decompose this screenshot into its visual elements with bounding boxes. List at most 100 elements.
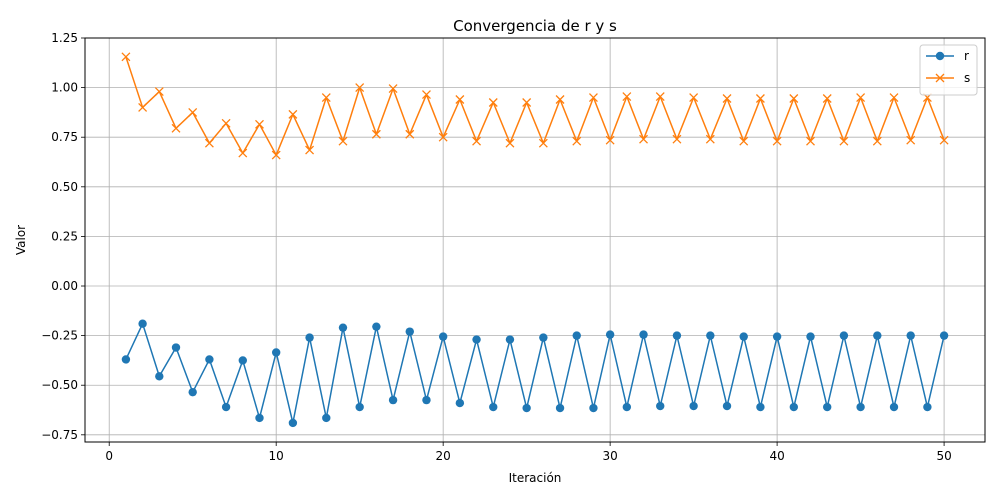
y-tick-label: −0.50 [41, 378, 78, 392]
x-tick-label: 20 [436, 449, 451, 463]
data-point-r [405, 327, 414, 336]
data-point-s [355, 83, 365, 93]
data-point-s [772, 136, 782, 146]
grid [85, 37, 985, 442]
data-point-s [221, 118, 231, 128]
data-point-s [204, 138, 214, 148]
data-point-r [438, 332, 448, 341]
data-point-s [639, 134, 648, 144]
x-tick-label: 30 [602, 449, 617, 463]
legend-marker-s [935, 73, 945, 83]
plot-series [121, 52, 949, 428]
data-point-s [856, 93, 866, 102]
y-tick-label: 0.50 [51, 180, 78, 194]
x-tick-label: 40 [769, 449, 784, 463]
data-point-r [605, 330, 615, 339]
data-point-r [288, 418, 298, 428]
data-point-s [371, 129, 381, 139]
data-point-s [438, 132, 448, 142]
data-point-s [605, 135, 615, 145]
data-point-s [271, 150, 281, 160]
x-axis-title: Iteración [509, 471, 562, 485]
data-point-r [271, 348, 281, 357]
data-point-s [522, 98, 532, 107]
data-point-s [154, 87, 164, 97]
data-point-r [672, 331, 682, 340]
data-point-s [705, 134, 715, 144]
data-point-s [338, 136, 348, 146]
data-point-s [188, 107, 198, 117]
data-point-r [572, 331, 581, 340]
data-point-r [906, 331, 915, 340]
data-point-s [588, 93, 598, 102]
data-point-r [555, 403, 565, 413]
data-point-s [321, 93, 331, 102]
data-point-s [806, 136, 815, 146]
data-point-r [138, 319, 147, 328]
data-point-r [789, 402, 799, 412]
data-point-s [305, 145, 315, 155]
data-point-r [305, 333, 314, 342]
series-r [121, 319, 949, 428]
data-point-s [288, 109, 298, 119]
data-point-r [739, 332, 748, 341]
data-point-r [355, 402, 364, 412]
data-point-r [188, 387, 197, 397]
data-point-r [756, 402, 765, 412]
y-tick-label: 0.00 [51, 279, 78, 293]
data-point-s [906, 135, 916, 145]
data-point-s [538, 138, 548, 148]
y-tick-label: −0.75 [41, 428, 78, 442]
legend-label-s: s [964, 71, 970, 85]
data-point-r [422, 395, 431, 405]
data-point-r [589, 403, 598, 413]
y-tick-label: 0.25 [51, 229, 78, 243]
data-point-s [455, 95, 465, 104]
data-point-r [221, 402, 231, 412]
data-point-r [639, 330, 648, 339]
data-point-s [889, 93, 899, 102]
data-point-s [655, 92, 665, 101]
data-point-s [755, 94, 765, 103]
x-tick-label: 50 [936, 449, 951, 463]
data-point-r [722, 401, 732, 411]
data-point-r [238, 356, 247, 365]
data-point-r [388, 395, 398, 405]
data-point-s [422, 90, 431, 100]
legend: rs [919, 44, 978, 96]
data-point-r [856, 402, 865, 412]
y-tick-label: 1.00 [51, 81, 78, 95]
y-tick-label: −0.25 [41, 329, 78, 343]
data-point-s [121, 52, 131, 62]
plot-frame [84, 37, 986, 443]
axis-ticks: 0 10 20 30 40 50 −0.75 −0.50 −0.25 0.00 0.25 0.50 0.… [41, 31, 952, 463]
data-point-s [572, 136, 582, 146]
data-point-s [689, 93, 699, 102]
data-point-r [171, 343, 181, 352]
series-r-line [125, 322, 945, 424]
data-point-r [455, 398, 465, 408]
data-point-r [472, 335, 481, 344]
data-point-r [539, 333, 548, 342]
data-point-s [939, 135, 949, 145]
data-point-r [489, 402, 498, 412]
data-point-r [121, 355, 131, 364]
data-point-r [622, 402, 632, 412]
data-point-s [822, 94, 832, 103]
data-point-r [505, 335, 515, 344]
data-point-s [872, 136, 882, 146]
data-point-s [555, 95, 565, 104]
data-point-s [672, 134, 682, 144]
data-point-s [138, 102, 148, 112]
data-point-r [338, 323, 348, 332]
data-point-r [255, 413, 264, 423]
data-point-s [505, 138, 515, 148]
x-tick-label: 0 [105, 449, 113, 463]
data-point-s [739, 136, 749, 146]
data-point-r [806, 332, 815, 341]
series-s [121, 52, 949, 160]
data-point-s [839, 136, 849, 146]
data-point-r [873, 331, 882, 340]
